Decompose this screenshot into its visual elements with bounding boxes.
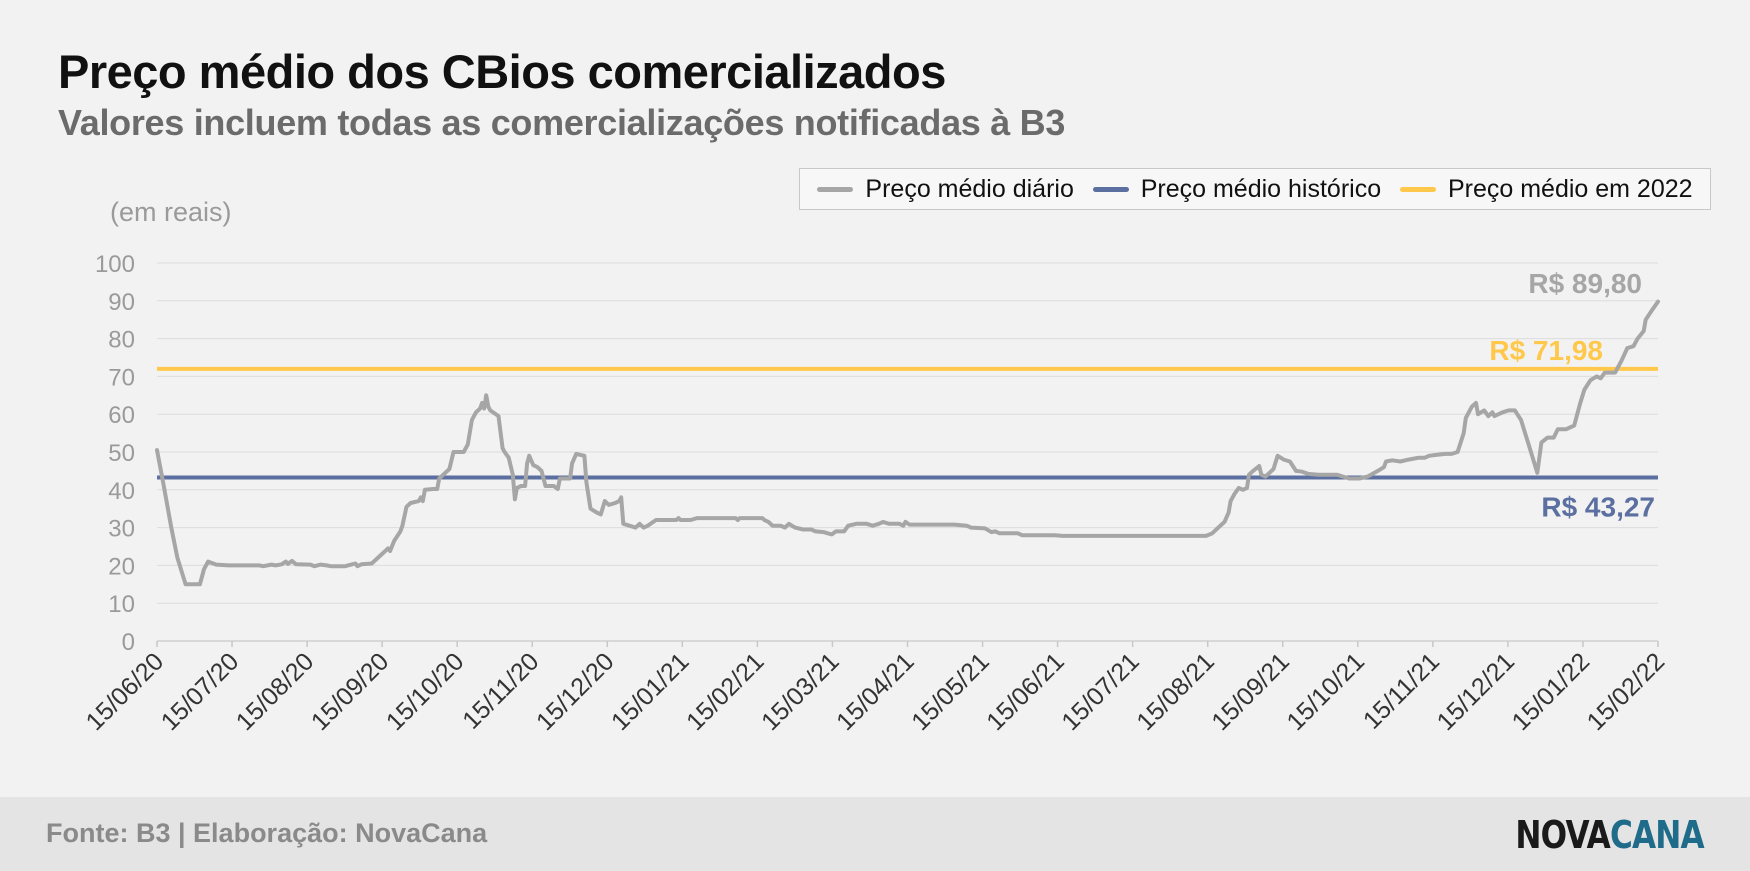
x-tick-label: 15/06/21 [981,647,1070,736]
y-tick-label: 40 [108,478,135,505]
x-tick-label: 15/11/20 [457,647,544,734]
y-tick-label: 80 [108,327,135,354]
x-tick-label: 15/11/21 [1358,647,1445,734]
x-tick-label: 15/07/20 [156,647,245,736]
legend-item-2022: Preço médio em 2022 [1399,174,1693,204]
series-daily-price-line [155,299,1660,587]
legend-swatch-2022 [1399,186,1436,192]
y-tick-label: 50 [108,440,135,467]
line-chart: 010203040506070809010015/06/2015/07/2015… [81,251,1671,736]
x-tick-label: 15/01/22 [1507,647,1596,736]
x-tick-label: 15/05/21 [906,647,995,736]
legend-swatch-historic [1092,186,1129,192]
x-tick-label: 15/04/21 [831,647,920,736]
x-tick-label: 15/12/21 [1432,647,1521,736]
novacana-logo: NOVACANA [1515,813,1705,857]
chart-subtitle: Valores incluem todas as comercializaçõe… [58,102,1066,143]
x-tick-label: 15/10/21 [1281,647,1370,736]
footer: Fonte: B3 | Elaboração: NovaCana NOVACAN… [0,797,1750,871]
y-tick-label: 60 [108,402,135,429]
x-tick-label: 15/06/20 [81,647,170,736]
legend-swatch-daily [817,186,854,192]
y-tick-label: 70 [108,364,135,391]
x-tick-label: 15/08/20 [231,647,320,736]
x-tick-label: 15/09/21 [1206,647,1295,736]
y-tick-label: 10 [108,591,135,618]
label-historic-average: R$ 43,27 [1541,491,1655,522]
x-tick-label: 15/03/21 [756,647,845,736]
legend-item-historic: Preço médio histórico [1092,174,1382,204]
x-tick-label: 15/02/21 [681,647,770,736]
legend-label-2022: Preço médio em 2022 [1447,174,1693,203]
y-tick-label: 90 [108,289,135,316]
x-tick-label: 15/12/20 [531,647,620,736]
x-tick-label: 15/07/21 [1056,647,1145,736]
x-tick-label: 15/01/21 [606,647,695,736]
logo-text-nova: NOVA [1515,813,1611,857]
label-2022-average: R$ 71,98 [1489,335,1603,366]
label-latest-daily-price: R$ 89,80 [1528,268,1642,299]
x-tick-label: 15/10/20 [381,647,470,736]
chart-legend: Preço médio diário Preço médio histórico… [799,168,1711,210]
legend-label-historic: Preço médio histórico [1140,174,1382,203]
source-note: Fonte: B3 | Elaboração: NovaCana [46,818,488,848]
x-tick-label: 15/02/22 [1582,647,1671,736]
legend-label-daily: Preço médio diário [865,174,1074,203]
y-tick-label: 100 [95,251,135,278]
y-axis-unit-label: (em reais) [110,197,232,227]
legend-item-daily: Preço médio diário [817,174,1074,204]
logo-text-cana: CANA [1610,813,1705,857]
y-tick-label: 30 [108,516,135,543]
x-tick-label: 15/09/20 [306,647,395,736]
chart-title: Preço médio dos CBios comercializados [58,45,946,98]
y-tick-label: 20 [108,553,135,580]
y-tick-label: 0 [122,629,135,656]
x-tick-label: 15/08/21 [1131,647,1220,736]
